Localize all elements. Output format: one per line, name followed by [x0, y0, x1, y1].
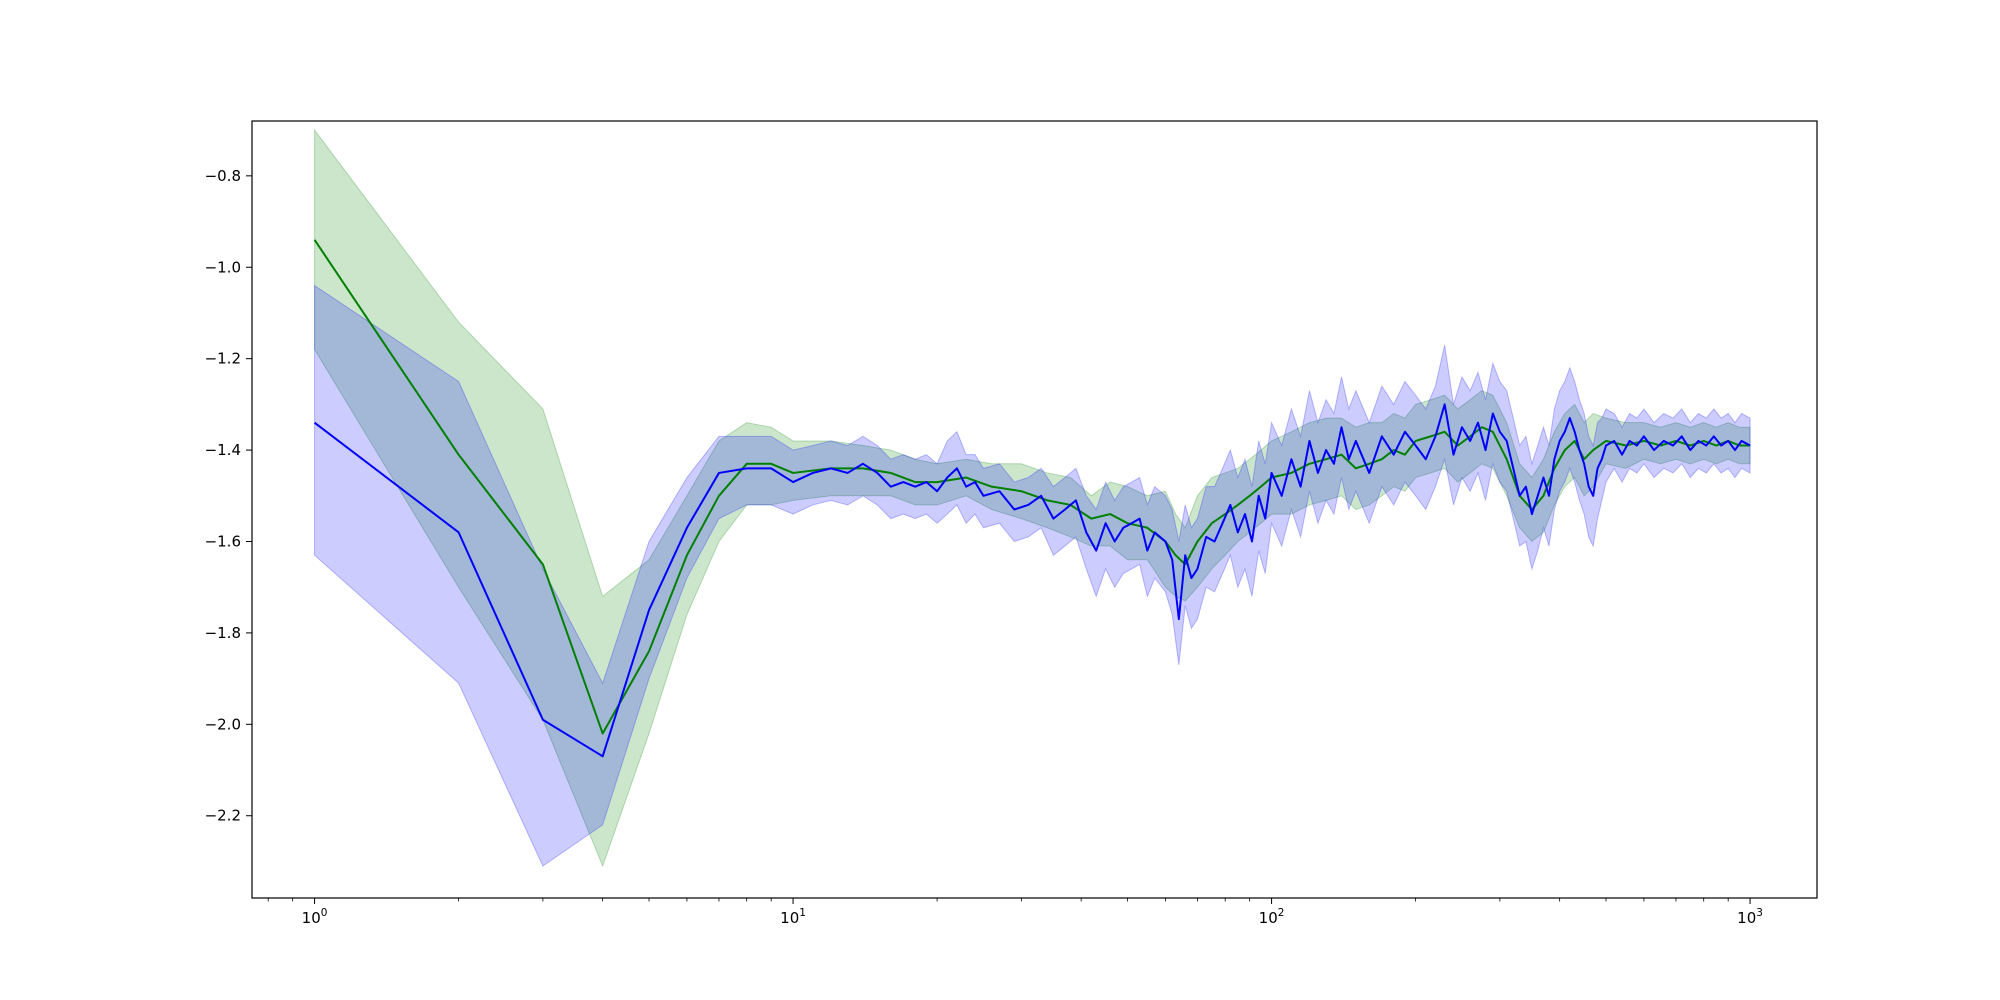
y-tick-label: −2.2	[205, 807, 241, 825]
y-tick-label: −1.0	[205, 258, 241, 276]
series-1-band	[314, 128, 1751, 868]
y-axis: −0.8 −1.0 −1.2 −1.4 −1.6 −1.8 −2.0 −2.2	[205, 167, 252, 825]
x-tick-label: 102	[1259, 907, 1285, 927]
x-tick-label: 101	[780, 907, 806, 927]
series-1-line	[313, 239, 1751, 735]
y-tick-label: −1.2	[205, 350, 241, 368]
series-2-band	[314, 284, 1751, 867]
x-tick-label: 100	[302, 907, 328, 927]
x-axis: 100 101 102 103	[267, 898, 1763, 927]
x-tick-label: 103	[1737, 907, 1763, 927]
plot-frame	[251, 120, 1818, 899]
series-2-line	[313, 403, 1751, 758]
confidence-bands	[314, 128, 1751, 868]
series-lines	[313, 239, 1751, 758]
y-tick-label: −1.6	[205, 532, 241, 550]
y-tick-label: −2.0	[205, 715, 241, 733]
y-tick-label: −1.4	[205, 441, 241, 459]
y-tick-label: −1.8	[205, 624, 241, 642]
y-tick-label: −0.8	[205, 167, 241, 185]
